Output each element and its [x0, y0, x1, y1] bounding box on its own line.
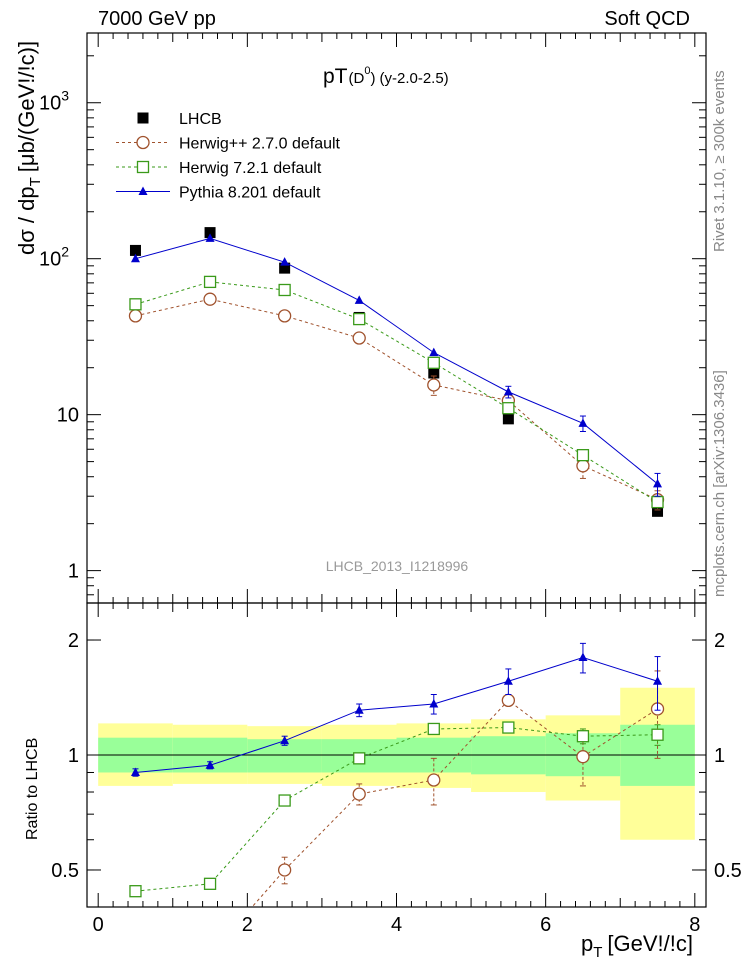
- main-herwig7-point-7: [651, 495, 664, 509]
- main-lhcb-point-5: [502, 413, 514, 425]
- ratio-ytick-label-right-2: 2: [714, 630, 725, 652]
- ratio-pythia-point-3: [354, 705, 364, 714]
- main-ytick-label-0: 1: [68, 561, 79, 583]
- ratio-pythia-point-7: [653, 676, 663, 685]
- ratio-herwigpp-point-4: [427, 773, 441, 787]
- ratio-pythia-point-6: [578, 652, 588, 661]
- x-axis-label: pT [GeV!/!c]: [581, 931, 693, 961]
- main-herwigpp-point-1: [203, 292, 217, 306]
- main-ytick-label-2: 102: [39, 244, 69, 271]
- legend-label-herwig7: Herwig 7.2.1 default: [179, 160, 322, 177]
- main-lhcb-point-0: [129, 244, 141, 256]
- ratio-ytick-label-1: 1: [68, 745, 79, 767]
- xtick-label-1: 2: [242, 914, 253, 936]
- ratio-panel: 0.5 0.5 1 1 2 2 0 2 4 6 8: [51, 602, 742, 961]
- mcplots-label: mcplots.cern.ch [arXiv:1306.3436]: [711, 370, 728, 597]
- xtick-label-0: 0: [93, 914, 104, 936]
- main-lhcb-point-2: [279, 262, 291, 274]
- main-pythia-point-5: [503, 386, 513, 396]
- main-herwigpp-point-2: [277, 309, 292, 323]
- legend-label-lhcb: LHCB: [179, 111, 222, 128]
- ratio-pythia-point-0: [130, 767, 140, 776]
- xtick-label-2: 4: [391, 914, 402, 936]
- legend-marker-lhcb: [137, 112, 149, 124]
- main-pythia-point-6: [578, 418, 588, 427]
- main-herwig7-point-5: [502, 402, 515, 415]
- ratio-data: [129, 642, 665, 961]
- rivet-label: Rivet 3.1.10, ≥ 300k events: [711, 70, 728, 252]
- xtick-label-3: 6: [540, 914, 551, 936]
- legend: LHCB Herwig++ 2.7.0 default Herwig 7.2.1 d…: [116, 111, 341, 202]
- ratio-pythia-point-5: [503, 676, 513, 685]
- ratio-ytick-label-0: 0.5: [51, 860, 79, 882]
- ratio-pythia-point-4: [429, 698, 439, 708]
- ratio-pythia-point-1: [205, 760, 215, 769]
- main-lhcb-point-7: [652, 505, 664, 517]
- main-herwigpp-point-6: [576, 459, 590, 473]
- main-herwig7-line: [135, 281, 658, 503]
- main-pythia-point-2: [280, 257, 290, 266]
- main-herwig7-point-3: [353, 312, 366, 326]
- ratio-pythia-line: [135, 656, 658, 773]
- main-herwig7-point-6: [576, 449, 590, 462]
- plot-title: pT(D0) (y-2.0-2.5): [323, 65, 449, 88]
- ratio-herwig7-point-0: [129, 885, 142, 898]
- main-herwig7-point-0: [129, 298, 142, 311]
- main-pythia-line: [135, 237, 658, 485]
- main-ytick-label-1: 10: [57, 405, 79, 427]
- ratio-herwig7-point-2: [278, 794, 291, 807]
- ratio-pythia-point-2: [280, 735, 290, 745]
- ratio-herwigpp-point-2: [277, 863, 292, 877]
- xtick-label-4: 8: [689, 914, 700, 936]
- legend-label-pythia: Pythia 8.201 default: [179, 185, 321, 202]
- ratio-ylabel: Ratio to LHCB: [24, 738, 41, 840]
- ratio-herwig7-point-7: [651, 728, 664, 741]
- ratio-herwig7-point-3: [353, 752, 366, 765]
- legend-marker-pythia: [138, 186, 148, 195]
- main-herwigpp-point-0: [128, 309, 143, 323]
- ratio-herwigpp-point-1: [204, 949, 216, 961]
- ratio-herwigpp-point-3: [352, 787, 366, 801]
- main-herwig7-point-4: [427, 356, 440, 369]
- legend-marker-herwigpp: [136, 135, 150, 150]
- main-herwig7-point-1: [203, 275, 217, 289]
- main-pythia-point-1: [205, 233, 215, 242]
- main-herwigpp-point-4: [427, 378, 441, 392]
- main-data: [128, 227, 665, 517]
- main-ytick-label-3: 103: [39, 88, 69, 115]
- main-pythia-point-0: [130, 253, 140, 263]
- main-pythia-point-7: [653, 478, 663, 488]
- ratio-herwigpp-point-5: [501, 693, 516, 708]
- header-right: Soft QCD: [604, 8, 690, 30]
- header-left: 7000 GeV pp: [98, 8, 216, 30]
- ratio-herwig7-point-1: [203, 877, 217, 890]
- ratio-herwig7-point-5: [502, 721, 515, 734]
- main-herwigpp-point-3: [352, 331, 366, 345]
- main-herwig7-point-2: [278, 283, 291, 297]
- ratio-ytick-label-2: 2: [68, 630, 79, 652]
- ratio-herwig7-line: [135, 727, 658, 892]
- main-ylabel: dσ / dpT[μb/(GeV!/!c)]: [14, 41, 44, 255]
- ratio-herwigpp-point-6: [576, 750, 590, 764]
- legend-marker-herwig7: [136, 160, 150, 174]
- legend-label-herwigpp: Herwig++ 2.7.0 default: [179, 136, 341, 153]
- ratio-herwig7-point-6: [576, 730, 590, 743]
- ratio-herwigpp-line: [251, 699, 658, 907]
- main-lhcb-point-1: [204, 227, 216, 239]
- main-lhcb-point-4: [428, 367, 440, 379]
- main-pythia-point-4: [429, 347, 439, 357]
- analysis-watermark: LHCB_2013_I1218996: [326, 558, 469, 574]
- ratio-ytick-label-right-1: 1: [714, 745, 725, 767]
- ratio-ytick-label-right-0: 0.5: [714, 860, 742, 882]
- main-pythia-point-3: [354, 295, 364, 304]
- ratio-herwig7-point-4: [427, 722, 440, 736]
